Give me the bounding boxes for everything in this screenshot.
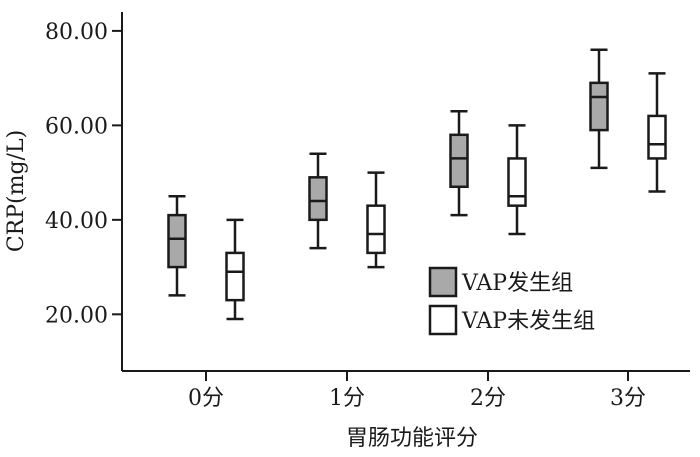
box-iqr — [507, 157, 527, 207]
box-iqr — [366, 204, 386, 255]
y-ticks: 20.00 40.00 60.00 80.00 — [45, 20, 122, 328]
y-tick-label: 20.00 — [45, 303, 108, 328]
box-occurred-0 — [167, 194, 187, 297]
axes — [121, 12, 690, 372]
plot-area — [167, 48, 667, 321]
y-tick-label: 60.00 — [45, 114, 108, 139]
box-not-occurred-0 — [225, 218, 245, 321]
x-tick-label: 3分 — [610, 386, 646, 411]
y-tick-label: 80.00 — [45, 20, 108, 45]
box-iqr — [225, 251, 245, 302]
box-not-occurred-1 — [366, 171, 386, 269]
x-tick-label: 0分 — [188, 386, 224, 411]
x-tick-label: 2分 — [470, 386, 506, 411]
x-ticks: 0分 1分 2分 3分 — [188, 371, 646, 411]
box-not-occurred-2 — [507, 124, 527, 236]
box-iqr — [589, 81, 609, 132]
y-tick-label: 40.00 — [45, 209, 108, 234]
box-iqr — [647, 114, 667, 160]
legend-item-not-occurred: VAP未发生组 — [428, 304, 595, 336]
legend-swatch-occurred — [428, 266, 458, 298]
legend-label-occurred: VAP发生组 — [461, 271, 573, 296]
box-occurred-1 — [308, 152, 328, 250]
box-occurred-3 — [589, 48, 609, 170]
box-not-occurred-3 — [647, 72, 667, 193]
legend-swatch-not-occurred — [428, 304, 458, 336]
y-axis-title: CRP(mg/L) — [4, 130, 29, 252]
box-iqr — [167, 213, 187, 269]
box-occurred-2 — [449, 109, 469, 217]
legend: VAP发生组 VAP未发生组 — [428, 266, 595, 336]
box-iqr — [449, 133, 469, 189]
legend-item-occurred: VAP发生组 — [428, 266, 573, 298]
box-iqr — [308, 176, 328, 222]
legend-label-not-occurred: VAP未发生组 — [461, 309, 595, 334]
x-tick-label: 1分 — [329, 386, 365, 411]
x-axis-title: 胃肠功能评分 — [346, 426, 478, 451]
